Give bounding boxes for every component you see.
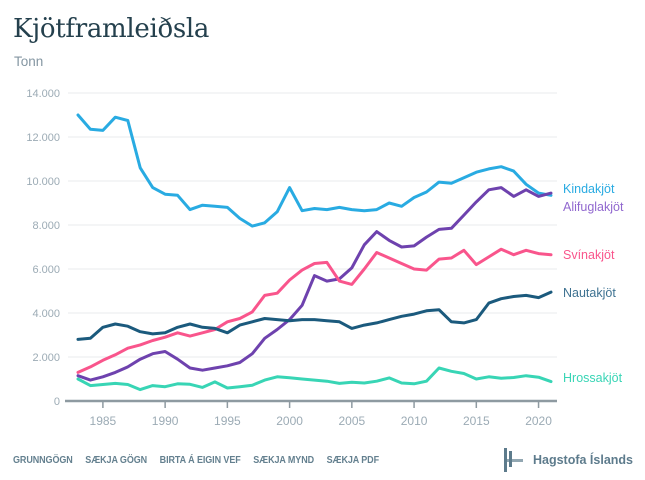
y-tick-label: 0 [54,396,60,408]
chart-unit-label: Tonn [14,54,44,69]
footer-link-grunngogn[interactable]: GRUNNGÖGN [13,454,73,466]
x-tick-label: 2000 [276,414,303,428]
y-tick-label: 8.000 [32,220,60,232]
series-line-alifuglakjot [76,186,553,382]
legend-label-svinakjot: Svínakjöt [563,248,615,262]
legend-label-nautakjot: Nautakjöt [563,286,616,300]
legend-label-kindakjot: Kindakjöt [563,182,615,196]
x-tick-label: 2020 [525,414,552,428]
x-tick-label: 2005 [338,414,365,428]
legend-label-hrossakjot: Hrossakjöt [563,371,623,385]
y-tick-label: 2.000 [32,352,60,364]
series-line-nautakjot [76,290,553,341]
y-tick-label: 6.000 [32,264,60,276]
footer-link-birta-a-eigin-vef[interactable]: BIRTA Á EIGIN VEF [159,454,241,466]
hagstofa-logo-icon [503,448,524,472]
brand-name: Hagstofa Íslands [532,453,633,467]
y-tick-label: 12.000 [26,132,60,144]
legend-label-alifuglakjot: Alifuglakjöt [563,200,624,214]
y-tick-label: 14.000 [26,88,60,100]
footer-bar: GRUNNGÖGN SÆKJA GÖGN BIRTA Á EIGIN VEF SÆKJ… [0,444,645,476]
y-tick-label: 4.000 [32,308,60,320]
footer-link-saekja-pdf[interactable]: SÆKJA PDF [326,454,380,466]
hagstofa-logo[interactable]: Hagstofa Íslands [503,444,633,476]
x-tick-label: 2015 [463,414,490,428]
x-tick-label: 1990 [152,414,179,428]
footer-toolbar: GRUNNGÖGN SÆKJA GÖGN BIRTA Á EIGIN VEF SÆKJ… [13,444,379,476]
footer-link-saekja-mynd[interactable]: SÆKJA MYND [253,454,315,466]
x-tick-label: 2010 [401,414,428,428]
line-chart: 0 2.000 4.000 6.000 8.000 10.000 12.000 14.000 1… [26,88,624,428]
series-line-kindakjot [76,113,553,228]
footer-link-saekja-gogn[interactable]: SÆKJA GÖGN [85,454,148,466]
series-line-hrossakjot [76,366,553,392]
x-tick-label: 1995 [214,414,241,428]
page-title: Kjötframleiðsla [13,14,210,44]
line-chart-canvas: 0 2.000 4.000 6.000 8.000 10.000 12.000 14.000 1… [26,88,624,428]
series-line-svinakjot [76,247,553,374]
x-tick-label: 1985 [90,414,117,428]
y-tick-label: 10.000 [26,176,60,188]
